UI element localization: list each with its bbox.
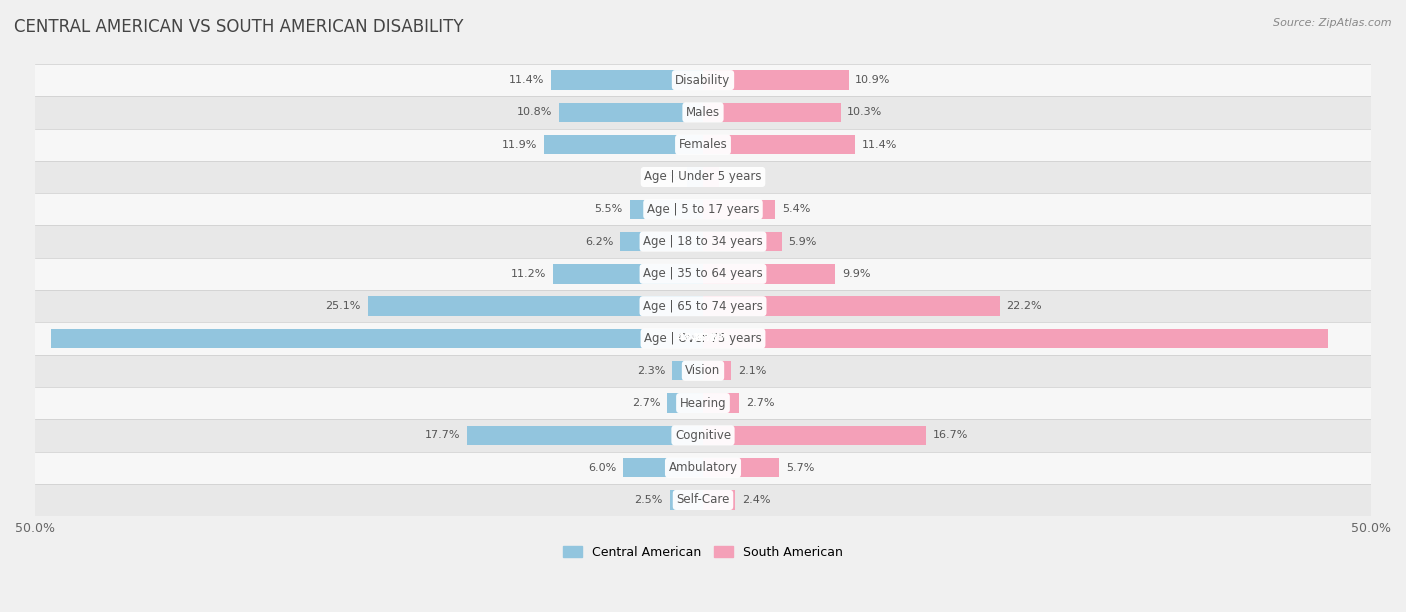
- Bar: [703, 232, 782, 252]
- Text: 6.0%: 6.0%: [588, 463, 616, 472]
- Text: Age | Over 75 years: Age | Over 75 years: [644, 332, 762, 345]
- Text: Ambulatory: Ambulatory: [668, 461, 738, 474]
- Text: 11.4%: 11.4%: [509, 75, 544, 85]
- Bar: [703, 329, 1329, 348]
- Text: 22.2%: 22.2%: [1007, 301, 1042, 311]
- Text: 17.7%: 17.7%: [425, 430, 460, 441]
- Text: Age | 5 to 17 years: Age | 5 to 17 years: [647, 203, 759, 216]
- Text: 2.7%: 2.7%: [745, 398, 775, 408]
- Bar: [703, 458, 779, 477]
- Text: 46.8%: 46.8%: [690, 334, 730, 343]
- Text: Males: Males: [686, 106, 720, 119]
- Bar: [35, 323, 1371, 354]
- Text: 2.7%: 2.7%: [631, 398, 661, 408]
- Text: Age | 18 to 34 years: Age | 18 to 34 years: [643, 235, 763, 248]
- Text: Age | 35 to 64 years: Age | 35 to 64 years: [643, 267, 763, 280]
- Bar: [703, 200, 775, 219]
- Text: Cognitive: Cognitive: [675, 429, 731, 442]
- Text: Age | Under 5 years: Age | Under 5 years: [644, 171, 762, 184]
- Bar: [35, 193, 1371, 225]
- Bar: [669, 490, 703, 510]
- Text: 5.4%: 5.4%: [782, 204, 810, 214]
- Text: Source: ZipAtlas.com: Source: ZipAtlas.com: [1274, 18, 1392, 28]
- Bar: [35, 290, 1371, 323]
- Bar: [703, 296, 1000, 316]
- Text: Vision: Vision: [685, 364, 721, 377]
- Bar: [35, 129, 1371, 161]
- Text: 5.5%: 5.5%: [595, 204, 623, 214]
- Text: 1.2%: 1.2%: [725, 172, 754, 182]
- Text: 10.8%: 10.8%: [516, 107, 553, 118]
- Text: 9.9%: 9.9%: [842, 269, 870, 279]
- Bar: [703, 426, 927, 445]
- Bar: [703, 490, 735, 510]
- Text: Age | 65 to 74 years: Age | 65 to 74 years: [643, 300, 763, 313]
- Bar: [703, 167, 718, 187]
- Bar: [35, 484, 1371, 516]
- Bar: [35, 96, 1371, 129]
- Text: 5.7%: 5.7%: [786, 463, 814, 472]
- Bar: [666, 394, 703, 412]
- Text: 48.8%: 48.8%: [676, 334, 716, 343]
- Bar: [35, 419, 1371, 452]
- Bar: [630, 200, 703, 219]
- Bar: [620, 232, 703, 252]
- Bar: [551, 70, 703, 90]
- Text: 2.4%: 2.4%: [742, 495, 770, 505]
- Text: 11.2%: 11.2%: [512, 269, 547, 279]
- Text: 2.5%: 2.5%: [634, 495, 662, 505]
- Bar: [35, 258, 1371, 290]
- Text: Self-Care: Self-Care: [676, 493, 730, 507]
- Text: CENTRAL AMERICAN VS SOUTH AMERICAN DISABILITY: CENTRAL AMERICAN VS SOUTH AMERICAN DISAB…: [14, 18, 464, 36]
- Text: 5.9%: 5.9%: [789, 237, 817, 247]
- Text: 6.2%: 6.2%: [585, 237, 613, 247]
- Bar: [544, 135, 703, 154]
- Bar: [558, 103, 703, 122]
- Text: 2.1%: 2.1%: [738, 366, 766, 376]
- Text: 25.1%: 25.1%: [326, 301, 361, 311]
- Bar: [35, 387, 1371, 419]
- Bar: [703, 361, 731, 381]
- Legend: Central American, South American: Central American, South American: [558, 541, 848, 564]
- Bar: [703, 70, 849, 90]
- Text: 10.3%: 10.3%: [848, 107, 883, 118]
- Bar: [35, 161, 1371, 193]
- Bar: [703, 394, 740, 412]
- Text: 16.7%: 16.7%: [932, 430, 969, 441]
- Bar: [703, 264, 835, 283]
- Text: Hearing: Hearing: [679, 397, 727, 409]
- Text: 2.3%: 2.3%: [637, 366, 665, 376]
- Text: 1.2%: 1.2%: [652, 172, 681, 182]
- Bar: [51, 329, 703, 348]
- Bar: [703, 103, 841, 122]
- Text: 11.9%: 11.9%: [502, 140, 537, 150]
- Bar: [688, 167, 703, 187]
- Bar: [35, 225, 1371, 258]
- Bar: [35, 452, 1371, 484]
- Text: Disability: Disability: [675, 73, 731, 87]
- Bar: [367, 296, 703, 316]
- Bar: [35, 354, 1371, 387]
- Bar: [703, 135, 855, 154]
- Bar: [35, 64, 1371, 96]
- Text: 11.4%: 11.4%: [862, 140, 897, 150]
- Text: Females: Females: [679, 138, 727, 151]
- Bar: [672, 361, 703, 381]
- Text: 10.9%: 10.9%: [855, 75, 890, 85]
- Bar: [467, 426, 703, 445]
- Bar: [554, 264, 703, 283]
- Bar: [623, 458, 703, 477]
